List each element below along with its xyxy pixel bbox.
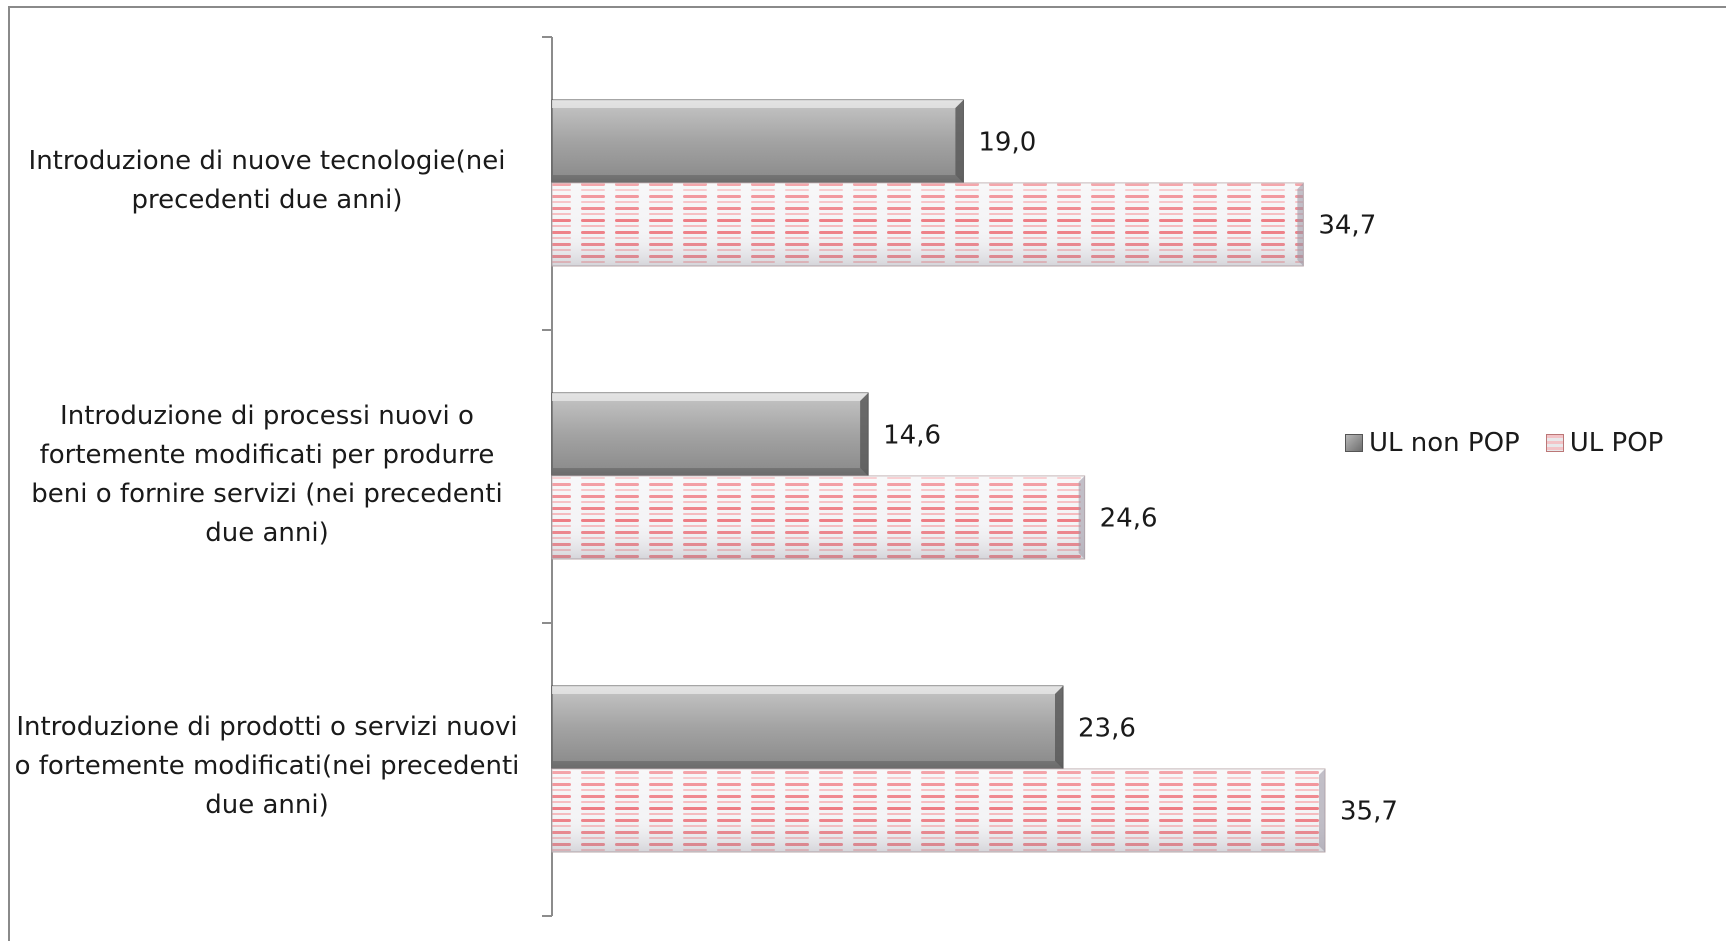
bar-bevel-right (1319, 769, 1325, 852)
bar-bevel-right (1055, 686, 1064, 769)
bar-rect (551, 392, 869, 477)
bar-shade (552, 769, 1325, 852)
category-label: Introduzione di prodotti o servizi nuovi… (14, 712, 520, 820)
bar-ul-non-pop (551, 99, 964, 184)
bar-shade (552, 476, 1085, 559)
bar-rect (551, 99, 964, 184)
legend-label: UL non POP (1369, 428, 1520, 458)
data-label: 35,7 (1340, 797, 1398, 827)
legend-swatch-pattern-icon (1545, 434, 1564, 452)
bar-bevel-top (552, 686, 1064, 694)
value-labels: 19,0 34,7 14,6 24,6 23,6 35,7 (883, 128, 1398, 827)
bar-bevel-top (552, 100, 964, 108)
bar-ul-non-pop (551, 685, 1064, 770)
data-label: 19,0 (978, 128, 1036, 158)
bar-ul-pop (551, 475, 1086, 560)
category-label: Introduzione di processi nuovi o forteme… (31, 401, 503, 548)
bar-bevel-top (552, 393, 869, 401)
legend-item-ul-non-pop: UL non POP (1345, 428, 1520, 458)
legend-swatch-grey-icon (1345, 434, 1363, 452)
data-label: 24,6 (1100, 504, 1158, 534)
bar-bevel-right (955, 100, 964, 183)
legend: UL non POP UL POP (1345, 428, 1689, 458)
bar-rect (551, 685, 1064, 770)
legend-item-ul-pop: UL POP (1545, 428, 1664, 458)
data-label: 34,7 (1318, 211, 1376, 241)
bar-ul-pop (551, 182, 1304, 267)
bar-bevel-bottom (552, 468, 869, 476)
bars (551, 99, 1326, 853)
y-axis (542, 36, 553, 917)
bar-bevel-bottom (552, 175, 964, 183)
bar-bevel-right (1297, 183, 1304, 266)
bar-ul-pop (551, 768, 1326, 853)
legend-label: UL POP (1569, 428, 1664, 458)
bar-bevel-bottom (552, 761, 1064, 769)
data-label: 23,6 (1078, 714, 1136, 744)
data-label: 14,6 (883, 421, 941, 451)
bar-bevel-right (1078, 476, 1085, 559)
bar-shade (552, 183, 1304, 266)
bar-bevel-right (860, 393, 869, 476)
bar-ul-non-pop (551, 392, 869, 477)
category-label: Introduzione di nuove tecnologie(nei pre… (28, 146, 506, 215)
